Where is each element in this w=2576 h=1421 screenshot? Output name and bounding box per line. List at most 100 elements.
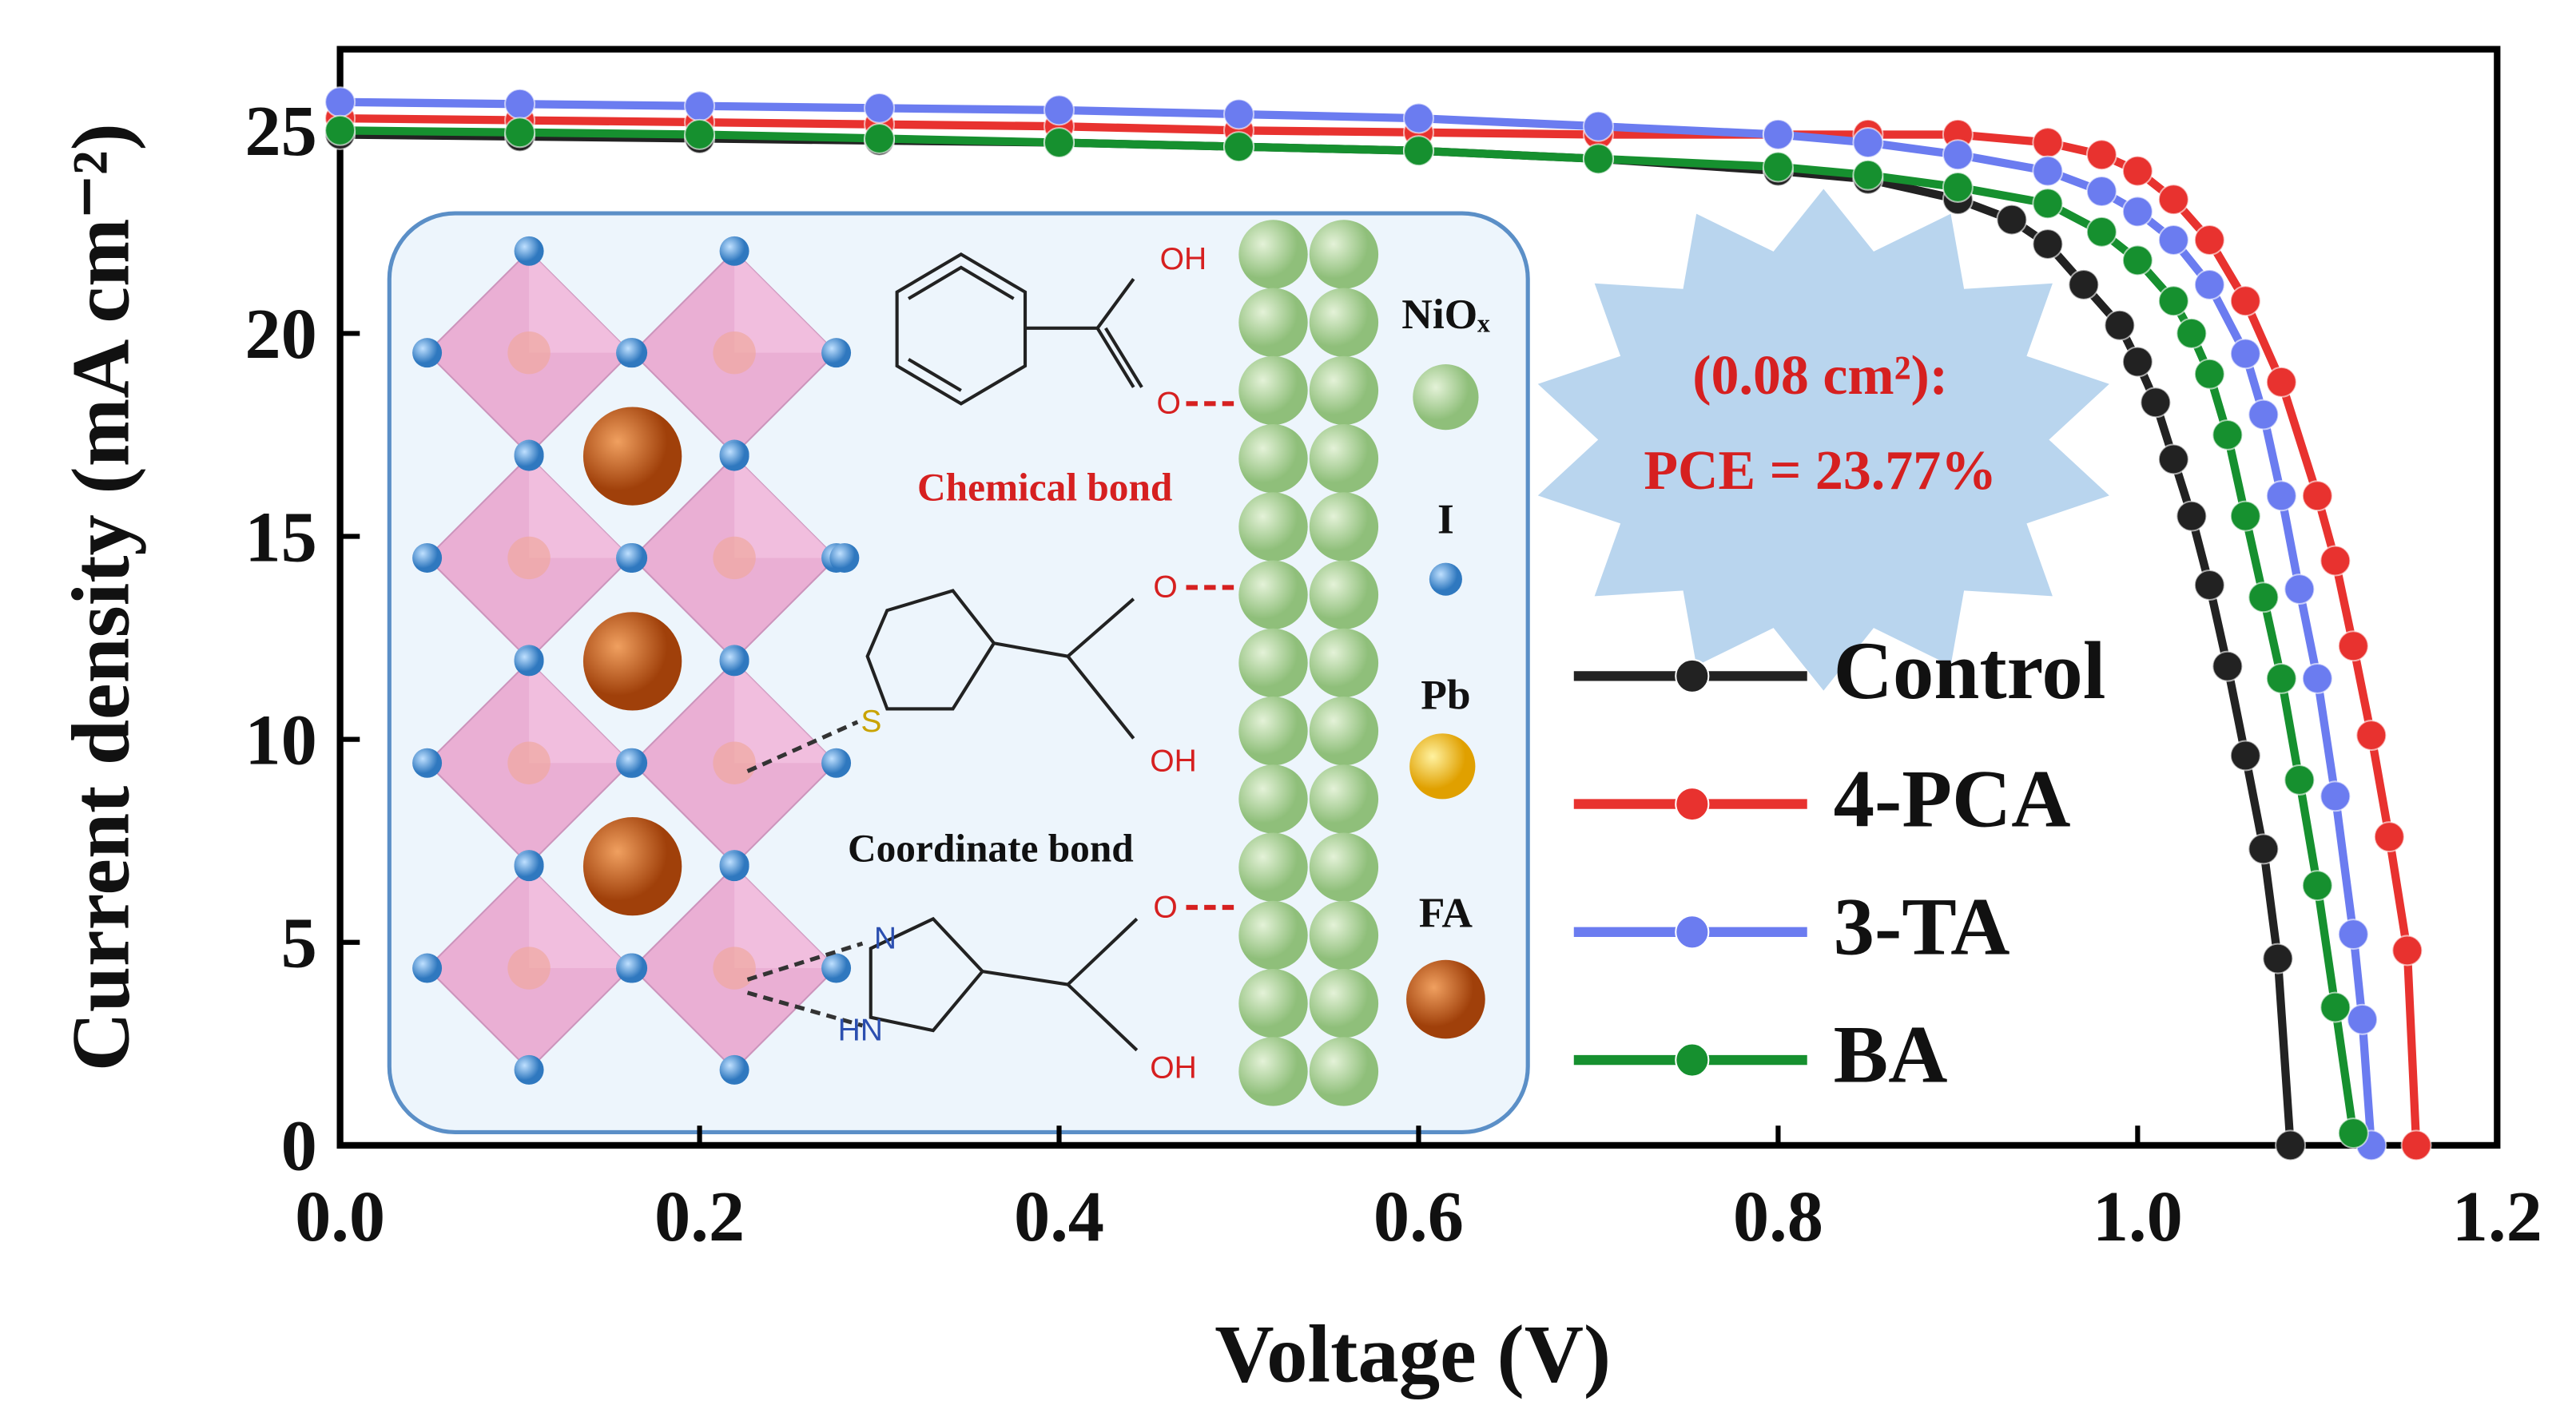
data-point xyxy=(2337,1117,2369,1149)
nio-atom xyxy=(1238,764,1308,834)
data-point xyxy=(2400,1129,2432,1161)
i-atom xyxy=(618,338,648,368)
data-point xyxy=(2085,175,2117,208)
x-tick-label: 1.2 xyxy=(2452,1176,2542,1256)
data-point xyxy=(2262,943,2294,974)
plot-frame xyxy=(336,46,2501,1149)
i-atom xyxy=(412,338,443,368)
chem-label: HN xyxy=(838,1013,883,1047)
data-point xyxy=(2391,935,2423,967)
data-point xyxy=(1582,143,1614,175)
pb-atom xyxy=(713,947,756,990)
annotation: PCE = 23.77% xyxy=(1644,440,1997,502)
data-point xyxy=(1043,94,1075,126)
legend-marker xyxy=(1675,915,1710,950)
x-tick-label: 0.2 xyxy=(654,1176,745,1256)
y-axis-label: Current density (mA cm⁻²) xyxy=(55,123,146,1071)
nio-atom xyxy=(1238,900,1308,970)
nio-atom xyxy=(1309,424,1379,494)
chem-label: N xyxy=(874,921,896,955)
i-atom xyxy=(412,748,443,778)
pb-sphere xyxy=(1409,733,1476,800)
y-tick-label: 10 xyxy=(244,699,316,780)
octahedron-face xyxy=(529,866,631,969)
data-point xyxy=(2032,188,2064,220)
octahedron-face xyxy=(734,866,837,969)
nio-atom xyxy=(1238,969,1308,1038)
fa-atom xyxy=(582,407,682,506)
data-point xyxy=(2157,443,2189,475)
data-point xyxy=(324,114,356,146)
chem-label: OH xyxy=(1150,1051,1197,1086)
i-atom xyxy=(514,236,544,266)
nio-atom xyxy=(1238,355,1308,426)
nio-sphere xyxy=(1413,364,1479,431)
legend-marker xyxy=(1675,787,1710,822)
data-point xyxy=(2248,581,2280,613)
i-sphere xyxy=(1429,562,1462,596)
annotation: (0.08 cm²): xyxy=(1692,345,1948,407)
data-point xyxy=(2301,662,2333,694)
octahedron-face xyxy=(529,456,631,558)
x-tick-label: 0.6 xyxy=(1373,1176,1464,1256)
data-point xyxy=(2229,285,2261,317)
nio-atom xyxy=(1309,220,1379,289)
i-atom xyxy=(719,236,749,266)
fa-atom xyxy=(582,612,682,711)
nio-layer xyxy=(1238,220,1379,1106)
fa-atom xyxy=(582,817,682,916)
i-atom xyxy=(719,1054,749,1085)
data-point xyxy=(2248,833,2280,865)
legend-label: Control xyxy=(1834,625,2106,716)
data-point xyxy=(2193,569,2225,601)
nio-atom xyxy=(1238,628,1308,698)
data-point xyxy=(1402,135,1434,167)
data-point xyxy=(2085,139,2117,171)
i-atom xyxy=(514,441,544,471)
data-point xyxy=(2193,268,2225,300)
data-point xyxy=(1222,98,1255,130)
y-tick-label: 0 xyxy=(281,1105,317,1186)
data-point xyxy=(2301,870,2333,902)
x-axis-label: Voltage (V) xyxy=(1214,1309,1611,1400)
data-point xyxy=(1222,131,1255,163)
pb-atom xyxy=(507,947,551,990)
nio-atom xyxy=(1309,492,1379,562)
data-point xyxy=(1582,110,1614,142)
chem-label: OH xyxy=(1160,242,1207,276)
nio-atom xyxy=(1238,288,1308,357)
nio-atom xyxy=(1238,220,1308,289)
data-point xyxy=(2284,574,2316,605)
i-atom xyxy=(618,748,648,778)
chemical-bond-label: Chemical bond xyxy=(917,466,1172,510)
octahedron-face xyxy=(529,251,631,353)
pb-atom xyxy=(507,741,551,784)
data-point xyxy=(864,92,896,124)
i-atom xyxy=(618,953,648,983)
legend-label: 4-PCA xyxy=(1834,753,2071,844)
nio-atom xyxy=(1309,1037,1379,1106)
data-point xyxy=(2320,991,2351,1023)
pb-atom xyxy=(713,741,756,784)
chem-bonds xyxy=(1186,401,1241,911)
nio-atom xyxy=(1238,697,1308,766)
chem-label: O xyxy=(1157,387,1181,421)
i-atom xyxy=(514,851,544,882)
data-point xyxy=(2229,500,2261,532)
data-point xyxy=(2337,919,2369,951)
x-tick-label: 0.0 xyxy=(295,1176,385,1256)
nio-atom xyxy=(1309,832,1379,902)
data-point xyxy=(2229,740,2261,772)
data-point xyxy=(2275,1129,2307,1161)
legend-marker xyxy=(1675,1042,1710,1078)
y-tick-label: 20 xyxy=(244,293,316,374)
octahedron-face xyxy=(529,661,631,764)
bonds xyxy=(746,720,864,1028)
i-atom xyxy=(514,1054,544,1085)
data-point xyxy=(2193,358,2225,390)
legend-label: BA xyxy=(1834,1010,1948,1101)
i-atom xyxy=(412,953,443,983)
nio-atom xyxy=(1238,1037,1308,1106)
coordinate-bond-label: Coordinate bond xyxy=(848,827,1134,871)
nio-atom xyxy=(1309,697,1379,766)
